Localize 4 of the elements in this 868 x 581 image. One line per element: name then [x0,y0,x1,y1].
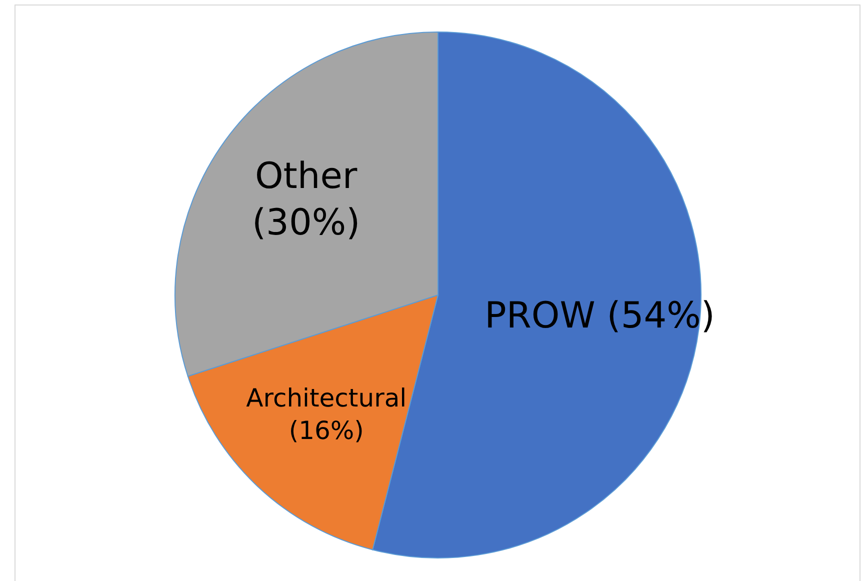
data-label: (30%) [252,202,360,244]
slice-label: Other [254,155,358,196]
data-label: (16%) [288,416,364,445]
slice-label: Architectural [246,383,407,412]
